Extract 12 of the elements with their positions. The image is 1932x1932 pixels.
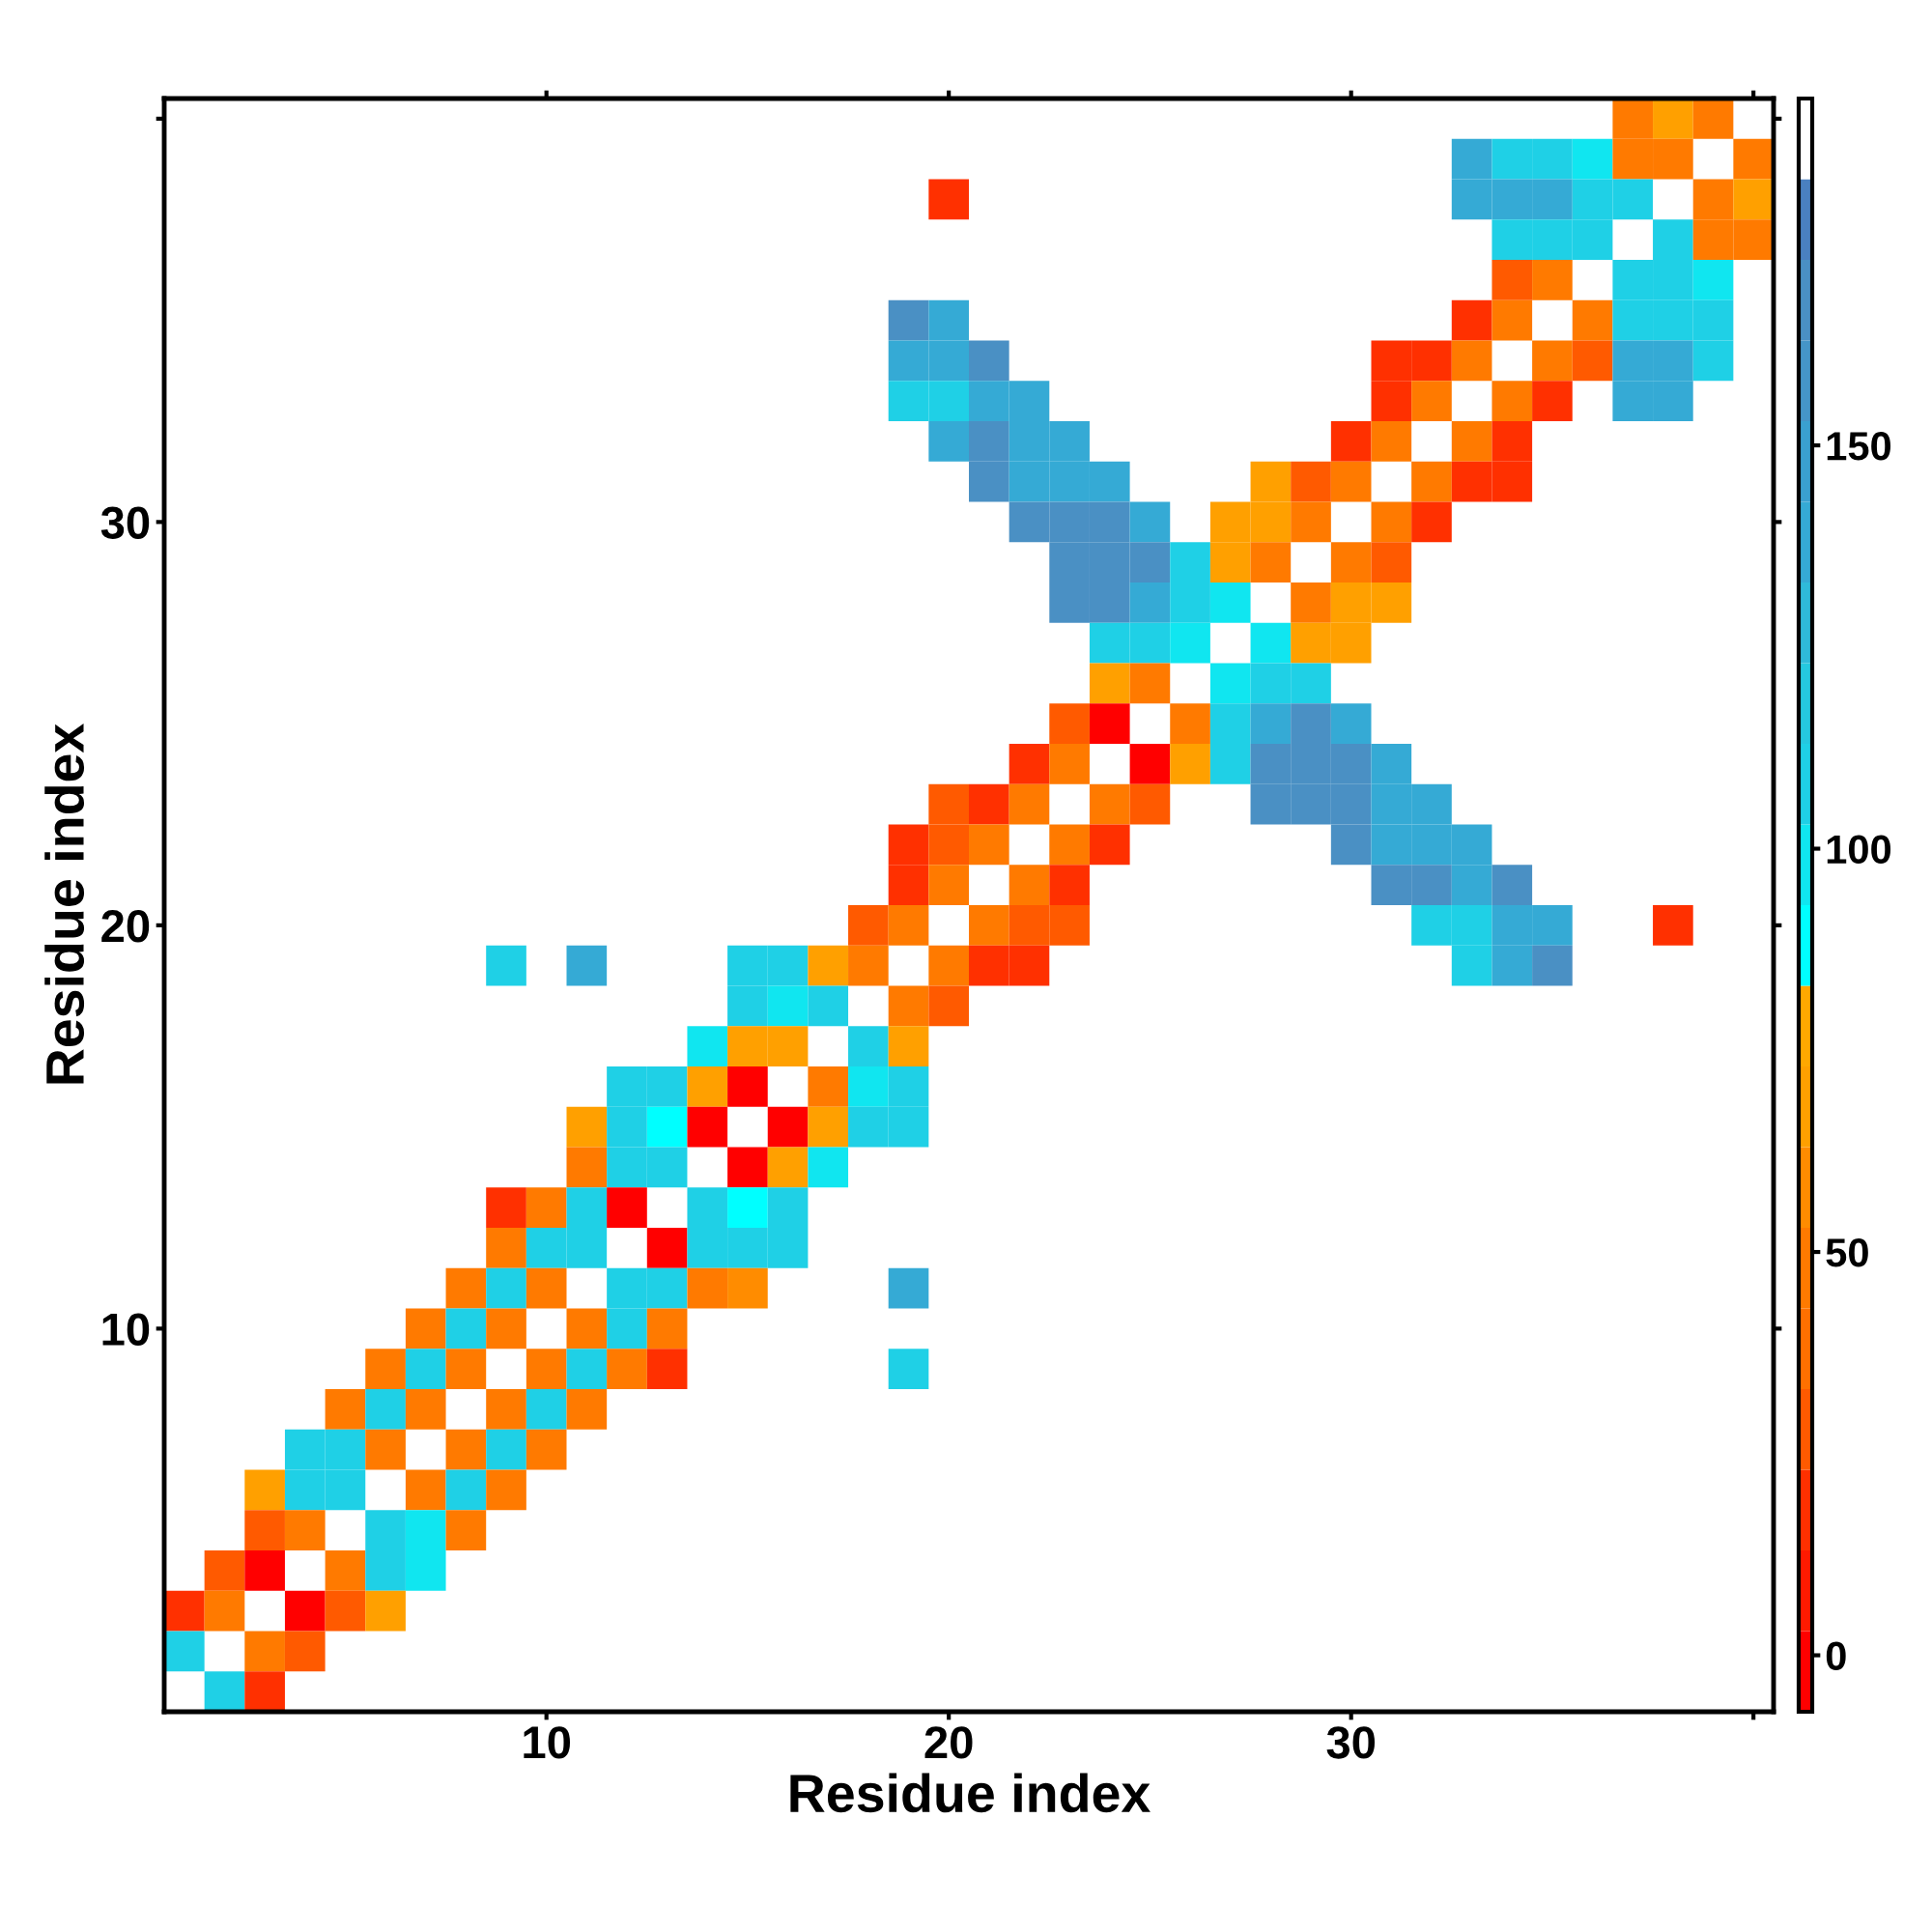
y-tick-label: 30 [100,506,150,540]
color-bar-label: 150 [1827,432,1891,461]
x-tick-label: 10 [524,1726,570,1759]
color-bar-label: 0 [1826,1641,1846,1671]
x-axis-title: Residue index [790,1773,1151,1813]
y-axis-title: Residue index [44,724,85,1084]
x-tick-label: 30 [1326,1726,1375,1759]
y-tick-label: 10 [102,1313,150,1346]
color-bar-label: 100 [1827,835,1891,865]
y-tick-label: 20 [101,910,150,943]
color-bar-label: 50 [1826,1238,1868,1267]
x-tick-label: 20 [924,1726,973,1759]
